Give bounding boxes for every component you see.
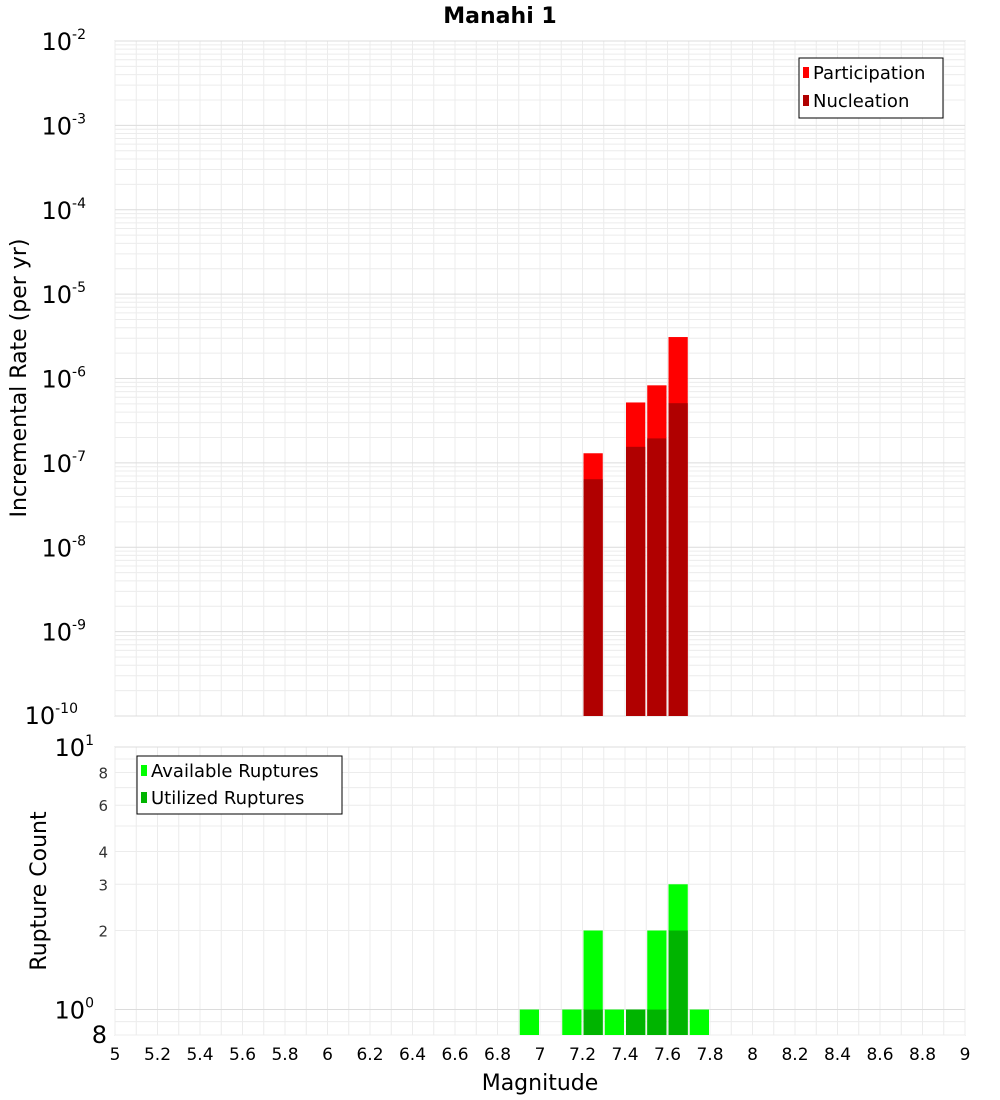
y-tick-label: 100 — [55, 996, 94, 1025]
y-tick-exponent: -4 — [72, 196, 86, 212]
y-tick-label: 10-9 — [41, 618, 86, 647]
y-tick-label: 101 — [55, 733, 94, 762]
y-tick-exponent: -8 — [72, 533, 86, 549]
count-bar-utilized-ruptures-1 — [626, 1009, 646, 1035]
y-tick-base: 10 — [55, 997, 86, 1025]
y-tick-label: 4 — [98, 843, 108, 861]
y-tick-label: 10-8 — [41, 533, 86, 562]
x-tick-label: 9 — [960, 1045, 971, 1065]
x-tick-label: 5.2 — [144, 1045, 171, 1065]
x-tick-label: 7.8 — [696, 1045, 723, 1065]
y-tick-exponent: -9 — [72, 618, 86, 634]
x-tick-label: 5.6 — [229, 1045, 256, 1065]
x-tick-label: 6.6 — [441, 1045, 468, 1065]
count-bar-utilized-ruptures-2 — [647, 1009, 667, 1035]
y-tick-exponent: -10 — [55, 701, 78, 717]
count-bar-utilized-ruptures-0 — [583, 1009, 603, 1035]
legend-swatch-utilized — [141, 792, 147, 803]
y-tick-label: 6 — [98, 797, 108, 815]
legend-label-participation: Participation — [813, 63, 925, 84]
count-bar-available-ruptures-0 — [519, 1009, 539, 1035]
y-tick-base: 10 — [41, 281, 72, 309]
count-bar-utilized-ruptures-3 — [668, 930, 688, 1035]
x-tick-label: 7.4 — [611, 1045, 638, 1065]
y-tick-label: 8 — [92, 1021, 107, 1049]
y-tick-exponent: -6 — [72, 365, 86, 381]
y-tick-label: 10-5 — [41, 280, 86, 309]
chart-title: Manahi 1 — [443, 4, 556, 29]
top-y-axis-label: Incremental Rate (per yr) — [7, 239, 32, 518]
x-tick-label: 8.8 — [909, 1045, 936, 1065]
x-tick-label: 5 — [110, 1045, 121, 1065]
legend-swatch-participation — [803, 67, 809, 78]
y-tick-label: 10-2 — [41, 27, 86, 56]
rate-bar-nucleation-1 — [626, 446, 646, 716]
legend-swatch-available — [141, 765, 147, 776]
x-tick-label: 7.6 — [654, 1045, 681, 1065]
x-axis-label: Magnitude — [482, 1071, 599, 1096]
y-tick-label: 3 — [98, 876, 108, 894]
legend-swatch-nucleation — [803, 95, 809, 106]
y-tick-base: 10 — [41, 28, 72, 56]
y-tick-exponent: 0 — [85, 996, 94, 1012]
y-tick-base: 10 — [41, 534, 72, 562]
count-bar-available-ruptures-5 — [647, 930, 667, 1035]
y-tick-base: 10 — [41, 450, 72, 478]
bottom-legend: Available Ruptures Utilized Ruptures — [136, 755, 343, 815]
y-tick-exponent: -5 — [72, 280, 86, 296]
y-tick-exponent: 1 — [85, 733, 94, 749]
y-tick-base: 10 — [41, 619, 72, 647]
x-tick-label: 7 — [535, 1045, 546, 1065]
x-tick-label: 7.2 — [569, 1045, 596, 1065]
rate-bar-nucleation-0 — [583, 479, 603, 716]
rate-bar-nucleation-2 — [647, 438, 667, 716]
x-tick-label: 6.8 — [484, 1045, 511, 1065]
count-bar-available-ruptures-2 — [583, 930, 603, 1035]
x-tick-label: 6 — [322, 1045, 333, 1065]
top-legend: Participation Nucleation — [798, 57, 944, 119]
count-bar-available-ruptures-1 — [562, 1009, 582, 1035]
y-tick-exponent: -3 — [72, 111, 86, 127]
rate-bar-nucleation-3 — [668, 403, 688, 716]
y-tick-base: 10 — [41, 112, 72, 140]
y-tick-exponent: -2 — [72, 27, 86, 43]
y-tick-base: 10 — [41, 366, 72, 394]
legend-label-available: Available Ruptures — [151, 761, 319, 782]
bottom-y-axis-label: Rupture Count — [27, 811, 52, 971]
y-tick-label: 2 — [98, 923, 108, 941]
legend-label-utilized: Utilized Ruptures — [151, 788, 304, 809]
x-tick-label: 5.4 — [186, 1045, 213, 1065]
legend-label-nucleation: Nucleation — [813, 91, 909, 112]
y-tick-label: 10-6 — [41, 365, 86, 394]
x-tick-label: 8.4 — [824, 1045, 851, 1065]
x-tick-label: 8 — [747, 1045, 758, 1065]
x-tick-label: 8.2 — [781, 1045, 808, 1065]
x-tick-label: 6.2 — [356, 1045, 383, 1065]
y-tick-label: 10-4 — [41, 196, 86, 225]
y-tick-base: 10 — [41, 197, 72, 225]
x-tick-label: 5.8 — [271, 1045, 298, 1065]
y-tick-base: 10 — [25, 702, 56, 730]
count-bar-available-ruptures-7 — [689, 1009, 709, 1035]
y-tick-label: 10-7 — [41, 449, 86, 478]
x-tick-label: 6.4 — [399, 1045, 426, 1065]
count-bar-available-ruptures-3 — [604, 1009, 624, 1035]
y-tick-base: 10 — [55, 734, 86, 762]
y-tick-label: 10-10 — [25, 701, 78, 730]
y-tick-label: 10-3 — [41, 111, 86, 140]
y-tick-exponent: -7 — [72, 449, 86, 465]
x-tick-label: 8.6 — [866, 1045, 893, 1065]
y-tick-label: 8 — [98, 764, 108, 782]
